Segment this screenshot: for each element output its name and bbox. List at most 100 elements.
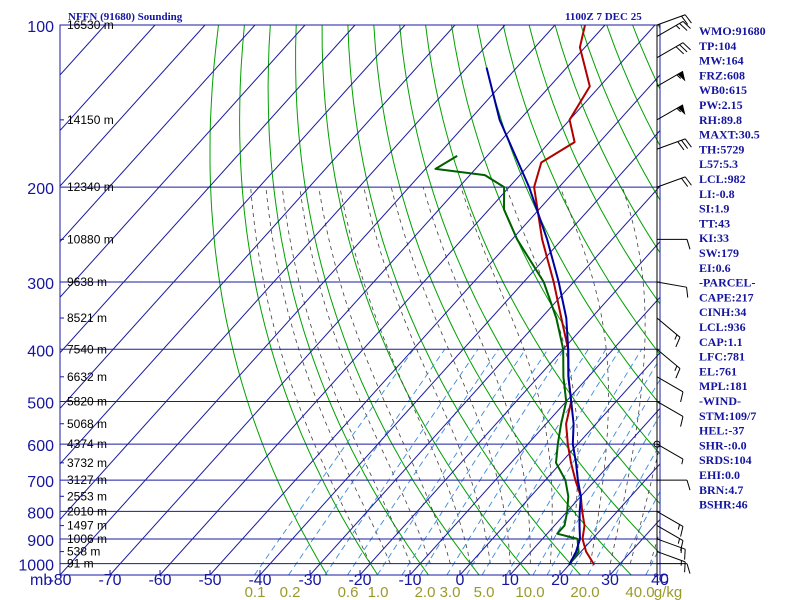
index-item: BRN:4.7 (699, 483, 743, 497)
wind-barb (656, 14, 692, 26)
height-label: 10880 m (67, 232, 114, 246)
wind-barb-flag (680, 416, 684, 427)
dry-adiabat (239, 25, 379, 575)
index-item: MW:164 (699, 54, 744, 68)
dry-adiabat (476, 25, 660, 406)
wind-barb-staff (656, 348, 681, 369)
height-label: 1006 m (67, 532, 107, 546)
wind-barb (656, 376, 684, 403)
wind-barb (656, 138, 692, 151)
wind-barb-flag (680, 540, 684, 551)
pressure-tick-label: 400 (27, 343, 54, 360)
temperature-tick-label: 0 (456, 572, 465, 589)
index-item: KI:33 (699, 231, 729, 245)
wind-barb (656, 443, 684, 465)
mixing-ratio-label: 0.1 (245, 584, 266, 600)
temperature-tick-label: 30 (601, 572, 619, 589)
isotherm (0, 25, 55, 575)
wind-barb (656, 20, 691, 37)
x-corner-label: mb (30, 572, 52, 589)
height-label: 1497 m (67, 519, 107, 533)
dry-adiabat (321, 25, 531, 575)
wind-barb-flag (680, 391, 684, 403)
index-item: WMO:91680 (699, 24, 766, 38)
index-item: RH:89.8 (699, 113, 742, 127)
dry-adiabat (502, 25, 660, 356)
dry-adiabat (528, 25, 660, 305)
isotherm (509, 407, 660, 575)
pressure-tick-label: 700 (27, 474, 54, 491)
height-label: 8521 m (67, 311, 107, 325)
index-item: LCL:982 (699, 172, 746, 186)
temperature-tick-label: -70 (98, 572, 121, 589)
temperature-tick-label: 40 (651, 572, 669, 589)
index-item: MPL:181 (699, 379, 748, 393)
height-label: 4374 m (67, 437, 107, 451)
mixing-ratio-label: 3.0 (440, 584, 461, 600)
temperature-tick-label: -60 (148, 572, 171, 589)
dry-adiabat (209, 25, 328, 575)
index-item: EL:761 (699, 364, 737, 378)
index-item: L57:5.3 (699, 157, 738, 171)
dry-adiabat (425, 25, 660, 505)
wind-barb (656, 70, 686, 87)
height-label: 5820 m (67, 394, 107, 408)
wind-barb-staff (656, 20, 684, 37)
wind-barb-half-flag (676, 107, 682, 113)
profile-parcel (485, 67, 582, 566)
wind-barb-flag (684, 176, 692, 186)
wind-barb (656, 510, 684, 537)
wind-barb-staff (656, 551, 686, 563)
moist-adiabat (505, 186, 579, 564)
wind-barb-flag (684, 561, 686, 573)
index-item: CINH:34 (699, 305, 746, 319)
height-label: 2553 m (67, 489, 107, 503)
wind-barb-flag (679, 44, 688, 53)
pressure-temperature-grid (59, 24, 661, 576)
wind-barb-flag (675, 46, 684, 55)
wind-barb (656, 104, 686, 121)
pressure-tick-label: 900 (27, 533, 54, 550)
mixing-ratio-line (288, 349, 446, 575)
index-item: EI:0.6 (699, 261, 731, 275)
sounding-profiles (434, 25, 596, 566)
index-item: CAPE:217 (699, 290, 754, 304)
wind-barb-flag (681, 177, 689, 187)
wind-barb (656, 401, 684, 427)
mixing-ratio-label: 0.2 (280, 584, 301, 600)
wind-barb-staff (656, 42, 684, 59)
isotherm (60, 25, 556, 575)
wind-barb (656, 281, 689, 298)
wind-barb-flag (686, 239, 691, 250)
isotherm (209, 74, 660, 575)
wind-barb-half-flag (677, 538, 681, 544)
mixing-ratio-label: 1.0 (368, 584, 389, 600)
mixing-ratio-label: 5.0 (474, 584, 495, 600)
wind-barb-flag (686, 480, 691, 491)
wind-barb-staff (656, 317, 681, 338)
index-item: MAXT:30.5 (699, 128, 760, 142)
index-item: STM:109/7 (699, 409, 756, 423)
isotherm (60, 25, 306, 298)
chart-labels: NFFN (91680) Sounding 1100Z 7 DEC 25 mb … (18, 11, 682, 600)
wind-barb-staff (656, 376, 684, 393)
height-label: 7540 m (67, 342, 107, 356)
wind-barb-half-flag (675, 25, 681, 30)
isotherm (60, 25, 206, 187)
wind-barb-flag (675, 368, 681, 379)
wind-barb-flag (681, 15, 689, 25)
index-item: TT:43 (699, 216, 730, 230)
moist-adiabat (250, 187, 371, 564)
dry-adiabat (788, 25, 800, 575)
isotherm (60, 25, 456, 465)
moist-adiabat (363, 187, 491, 564)
dry-adiabat (580, 25, 660, 201)
wind-barb (657, 563, 691, 574)
wind-barb-half-flag (674, 334, 678, 340)
mixing-ratio-label: 20.0 (570, 584, 599, 600)
temperature-tick-label: -30 (298, 572, 321, 589)
temperature-tick-label: -80 (48, 572, 71, 589)
mixing-ratio-line (446, 349, 589, 575)
temperature-tick-label: 10 (501, 572, 519, 589)
